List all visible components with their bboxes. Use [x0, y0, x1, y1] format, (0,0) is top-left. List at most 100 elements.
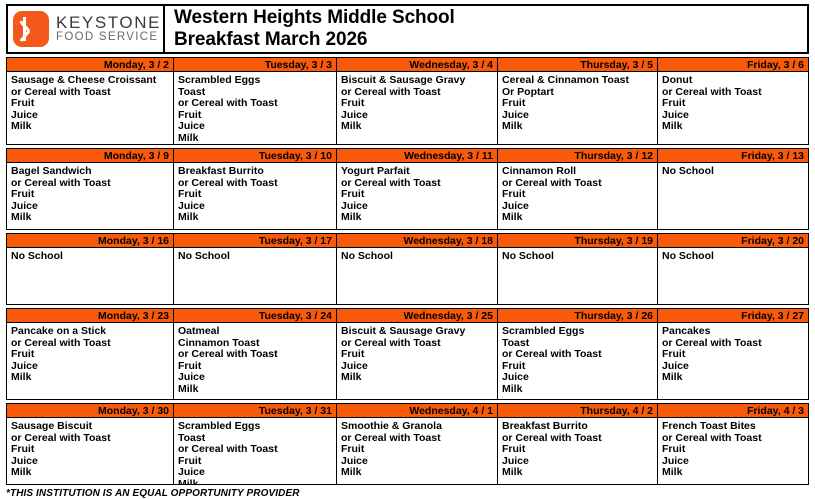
- menu-item: No School: [502, 250, 554, 262]
- day-menu-cell: No School: [173, 248, 336, 305]
- menu-item: Fruit: [662, 97, 686, 110]
- day-menu-cell: Cinnamon Roll or Cereal with Toast Fruit Ju…: [497, 163, 657, 230]
- menu-item: Milk: [11, 120, 32, 133]
- day-menu-cell: Donut or Cereal with Toast Fruit Juice Milk: [657, 72, 809, 145]
- menu-item: Fruit: [11, 443, 35, 456]
- day-menu-cell: Pancakes or Cereal with Toast Fruit Juice Mi…: [657, 323, 809, 400]
- menu-item: Fruit: [178, 454, 202, 467]
- day-menu-cell: Scrambled Eggs Toast or Cereal with Toast F…: [173, 418, 336, 485]
- menu-item: Milk: [11, 371, 32, 384]
- menu-item: Juice: [341, 108, 368, 121]
- equal-opportunity-notice: *THIS INSTITUTION IS AN EQUAL OPPORTUNIT…: [6, 488, 300, 499]
- menu-item: Juice: [341, 454, 368, 467]
- menu-item: Milk: [11, 466, 32, 479]
- day-header: Tuesday, 3 / 10: [173, 148, 336, 163]
- menu-item: Breakfast Burrito: [178, 165, 264, 177]
- menu-item: Fruit: [178, 359, 202, 372]
- menu-item: Juice: [341, 359, 368, 372]
- menu-item: Milk: [502, 466, 523, 479]
- menu-item: Breakfast Burrito: [502, 420, 588, 432]
- day-menu-cell: Sausage & Cheese Croissant or Cereal with…: [6, 72, 173, 145]
- menu-item: or Cereal with Toast: [178, 97, 278, 110]
- menu-item: Juice: [502, 371, 529, 384]
- menu-item: No School: [11, 250, 63, 262]
- day-menu-cell: Scrambled Eggs Toast or Cereal with Toast F…: [497, 323, 657, 400]
- day-header: Monday, 3 / 23: [6, 308, 173, 323]
- menu-item: No School: [662, 250, 714, 262]
- page-title: Western Heights Middle School Breakfast …: [165, 6, 807, 52]
- school-name: Western Heights Middle School: [174, 6, 455, 28]
- day-header: Monday, 3 / 30: [6, 403, 173, 418]
- day-header: Friday, 4 / 3: [657, 403, 809, 418]
- day-menu-cell: Sausage Biscuit or Cereal with Toast Fruit…: [6, 418, 173, 485]
- menu-item: Or Poptart: [502, 85, 554, 98]
- day-header: Monday, 3 / 16: [6, 233, 173, 248]
- menu-item: or Cereal with Toast: [341, 85, 441, 98]
- brand-name-secondary: FOOD SERVICE: [56, 31, 159, 44]
- day-menu-cell: No School: [336, 248, 497, 305]
- menu-item: Juice: [341, 199, 368, 212]
- week-menu-row: Sausage Biscuit or Cereal with Toast Fruit…: [6, 418, 809, 485]
- day-menu-cell: Bagel Sandwich or Cereal with Toast Fruit J…: [6, 163, 173, 230]
- day-header: Friday, 3 / 6: [657, 57, 809, 72]
- menu-item: Juice: [11, 199, 38, 212]
- day-menu-cell: No School: [6, 248, 173, 305]
- menu-item: Fruit: [11, 97, 35, 110]
- menu-item: or Cereal with Toast: [502, 348, 602, 361]
- menu-item: Pancakes: [662, 325, 711, 337]
- day-header: Tuesday, 3 / 17: [173, 233, 336, 248]
- day-header: Wednesday, 3 / 4: [336, 57, 497, 72]
- menu-item: No School: [662, 165, 714, 177]
- week-date-header-row: Monday, 3 / 9 Tuesday, 3 / 10 Wednesday, 3…: [6, 148, 809, 163]
- day-header: Monday, 3 / 2: [6, 57, 173, 72]
- menu-item: Milk: [178, 131, 199, 144]
- menu-item: Fruit: [341, 97, 365, 110]
- menu-week-row: Monday, 3 / 30 Tuesday, 3 / 31 Wednesday, …: [6, 403, 809, 485]
- menu-item: or Cereal with Toast: [662, 85, 762, 98]
- menu-item: Milk: [341, 120, 362, 133]
- week-menu-row: Bagel Sandwich or Cereal with Toast Fruit J…: [6, 163, 809, 230]
- menu-item: Scrambled Eggs: [178, 420, 261, 432]
- menu-item: Juice: [178, 466, 205, 479]
- day-menu-cell: Scrambled Eggs Toast or Cereal with Toast F…: [173, 72, 336, 145]
- menu-item: Cereal & Cinnamon Toast: [502, 74, 629, 86]
- day-header: Friday, 3 / 20: [657, 233, 809, 248]
- menu-item: Donut: [662, 74, 693, 86]
- menu-item: Oatmeal: [178, 325, 220, 337]
- menu-item: Juice: [502, 108, 529, 121]
- day-menu-cell: Pancake on a Stick or Cereal with Toast Fr…: [6, 323, 173, 400]
- menu-item: Cinnamon Roll: [502, 165, 577, 177]
- menu-item: Fruit: [11, 188, 35, 201]
- menu-item: French Toast Bites: [662, 420, 756, 432]
- menu-item: Milk: [11, 211, 32, 224]
- menu-item: Fruit: [178, 188, 202, 201]
- menu-item: or Cereal with Toast: [502, 431, 602, 444]
- menu-item: Milk: [502, 382, 523, 395]
- menu-item: Fruit: [11, 348, 35, 361]
- menu-item: Juice: [662, 108, 689, 121]
- menu-item: Juice: [178, 371, 205, 384]
- day-menu-cell: Smoothie & Granola or Cereal with Toast Fr…: [336, 418, 497, 485]
- menu-item: Sausage & Cheese Croissant: [11, 74, 157, 86]
- menu-item: No School: [341, 250, 393, 262]
- menu-item: Milk: [341, 211, 362, 224]
- menu-item: or Cereal with Toast: [341, 176, 441, 189]
- menu-item: Scrambled Eggs: [502, 325, 585, 337]
- menu-item: Milk: [662, 371, 683, 384]
- menu-item: Juice: [178, 199, 205, 212]
- menu-week-row: Monday, 3 / 2 Tuesday, 3 / 3 Wednesday, 3 …: [6, 57, 809, 145]
- day-menu-cell: Breakfast Burrito or Cereal with Toast Fru…: [173, 163, 336, 230]
- day-header: Wednesday, 4 / 1: [336, 403, 497, 418]
- menu-week-row: Monday, 3 / 16 Tuesday, 3 / 17 Wednesday, …: [6, 233, 809, 305]
- week-date-header-row: Monday, 3 / 16 Tuesday, 3 / 17 Wednesday, …: [6, 233, 809, 248]
- menu-week-row: Monday, 3 / 23 Tuesday, 3 / 24 Wednesday, …: [6, 308, 809, 400]
- day-menu-cell: Breakfast Burrito or Cereal with Toast Fru…: [497, 418, 657, 485]
- menu-item: or Cereal with Toast: [502, 176, 602, 189]
- keystone-k-logo-icon: [13, 11, 49, 47]
- menu-item: Fruit: [502, 188, 526, 201]
- day-header: Friday, 3 / 27: [657, 308, 809, 323]
- menu-item: or Cereal with Toast: [178, 443, 278, 456]
- day-menu-cell: Oatmeal Cinnamon Toast or Cereal with Toas…: [173, 323, 336, 400]
- day-menu-cell: Yogurt Parfait or Cereal with Toast Fruit J…: [336, 163, 497, 230]
